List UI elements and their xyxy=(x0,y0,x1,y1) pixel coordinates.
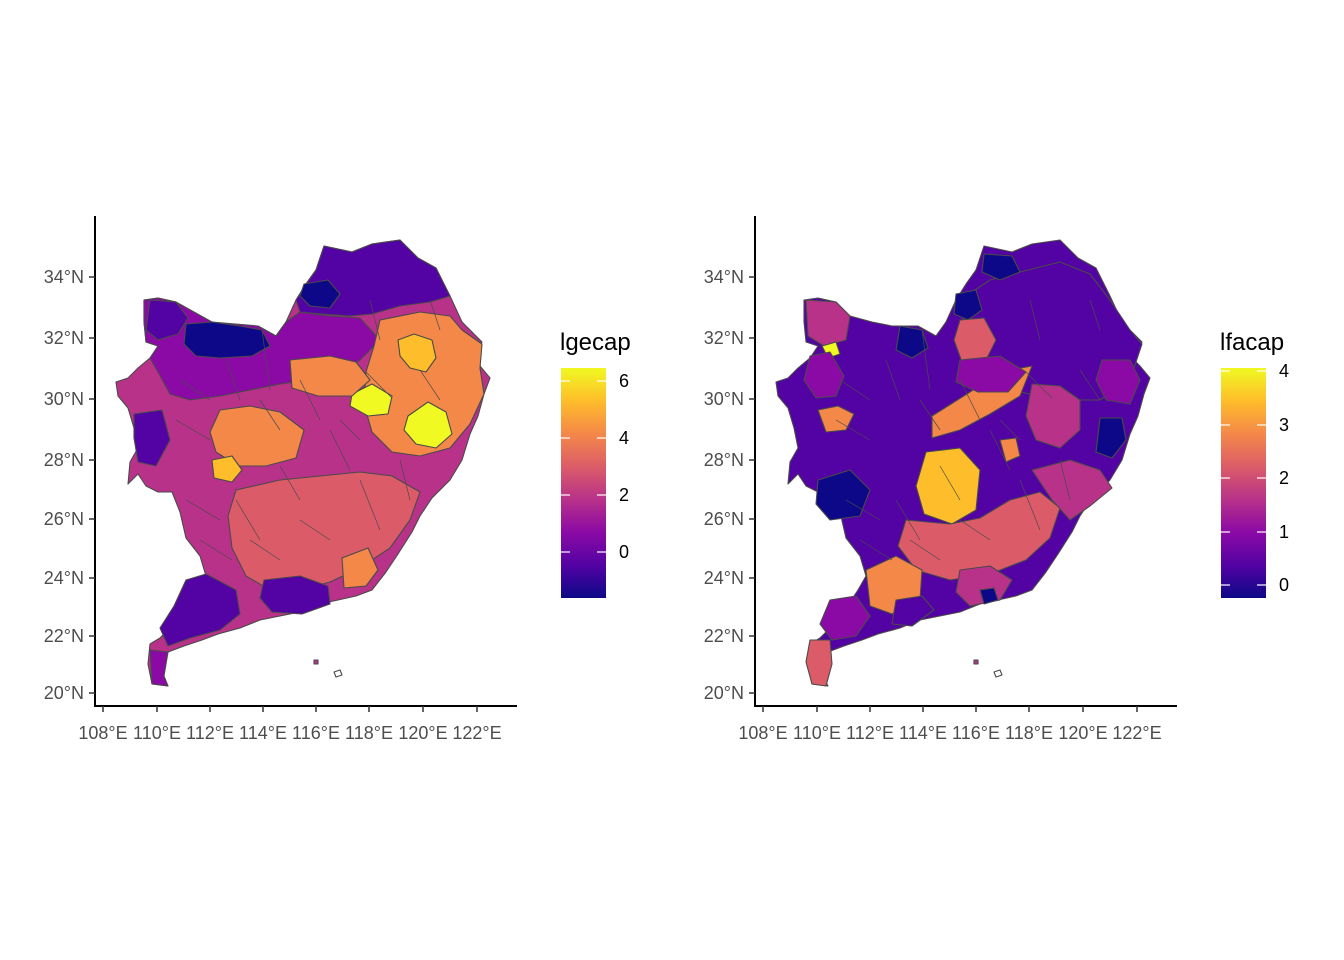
legend-tick-label: 6 xyxy=(619,371,629,391)
region-hainan-edge xyxy=(150,650,168,686)
y-tick-label: 34°N xyxy=(704,267,744,287)
region-hainan-orange xyxy=(806,640,832,686)
y-tick-label: 34°N xyxy=(44,267,84,287)
x-tick-label: 120°E xyxy=(1058,723,1107,743)
region-south-orange xyxy=(228,472,420,590)
legend-tick-label: 3 xyxy=(1279,415,1289,435)
island-2 xyxy=(994,670,1002,677)
legend-title: lfacap xyxy=(1220,329,1284,356)
map-panel-lgecap: 34°N 32°N 30°N 28°N 26°N 24°N 22°N 20°N … xyxy=(0,0,672,960)
legend-tick-label: 0 xyxy=(1279,575,1289,595)
x-tick-label: 116°E xyxy=(292,723,340,743)
legend-tick-label: 0 xyxy=(619,542,629,562)
island-1 xyxy=(314,660,318,664)
y-axis: 34°N 32°N 30°N 28°N 26°N 24°N 22°N 20°N xyxy=(704,216,755,706)
x-tick-label: 110°E xyxy=(133,723,181,743)
legend-tick-label: 2 xyxy=(619,485,629,505)
y-tick-label: 26°N xyxy=(44,509,84,529)
x-tick-label: 116°E xyxy=(952,723,1000,743)
legend-tick-label: 4 xyxy=(1279,361,1289,381)
y-tick-label: 22°N xyxy=(44,626,84,646)
map-chart-lgecap: 34°N 32°N 30°N 28°N 26°N 24°N 22°N 20°N … xyxy=(0,0,672,960)
y-tick-label: 32°N xyxy=(44,328,84,348)
y-tick-label: 30°N xyxy=(704,389,744,409)
legend-tick-label: 4 xyxy=(619,428,629,448)
legend-title: lgecap xyxy=(560,329,631,356)
y-tick-label: 22°N xyxy=(704,626,744,646)
y-tick-label: 20°N xyxy=(704,683,744,703)
region-map xyxy=(776,240,1150,686)
legend-tick-label: 1 xyxy=(1279,522,1289,542)
y-tick-label: 30°N xyxy=(44,389,84,409)
x-tick-label: 118°E xyxy=(1005,723,1053,743)
x-axis: 108°E 110°E 112°E 114°E 116°E 118°E 120°… xyxy=(78,706,517,743)
x-tick-label: 112°E xyxy=(186,723,234,743)
legend-tick-label: 2 xyxy=(1279,468,1289,488)
y-tick-label: 24°N xyxy=(44,568,84,588)
y-tick-label: 26°N xyxy=(704,509,744,529)
x-tick-label: 122°E xyxy=(452,723,501,743)
x-tick-label: 108°E xyxy=(738,723,787,743)
y-axis: 34°N 32°N 30°N 28°N 26°N 24°N 22°N 20°N xyxy=(44,216,95,706)
y-tick-label: 24°N xyxy=(704,568,744,588)
region-map xyxy=(116,240,490,686)
map-chart-lfacap: 34°N 32°N 30°N 28°N 26°N 24°N 22°N 20°N … xyxy=(660,0,1332,960)
y-tick-label: 28°N xyxy=(704,450,744,470)
island-2 xyxy=(334,670,342,677)
x-tick-label: 122°E xyxy=(1112,723,1161,743)
x-tick-label: 118°E xyxy=(345,723,393,743)
legend-colorbar xyxy=(1221,368,1266,598)
region-northwest-pink xyxy=(806,300,850,346)
y-tick-label: 32°N xyxy=(704,328,744,348)
y-tick-label: 28°N xyxy=(44,450,84,470)
island-1 xyxy=(974,660,978,664)
region-center-big-orange xyxy=(916,448,980,524)
x-tick-label: 114°E xyxy=(239,723,287,743)
x-tick-label: 108°E xyxy=(78,723,127,743)
legend-colorbar xyxy=(561,368,606,598)
x-tick-label: 120°E xyxy=(398,723,447,743)
x-tick-label: 114°E xyxy=(899,723,947,743)
map-panel-lfacap: 34°N 32°N 30°N 28°N 26°N 24°N 22°N 20°N … xyxy=(660,0,1332,960)
x-axis: 108°E 110°E 112°E 114°E 116°E 118°E 120°… xyxy=(738,706,1177,743)
x-tick-label: 110°E xyxy=(793,723,841,743)
x-tick-label: 112°E xyxy=(846,723,894,743)
y-tick-label: 20°N xyxy=(44,683,84,703)
legend: lgecap 0 2 4 6 xyxy=(560,329,631,598)
legend: lfacap 0 1 2 3 4 xyxy=(1220,329,1289,598)
